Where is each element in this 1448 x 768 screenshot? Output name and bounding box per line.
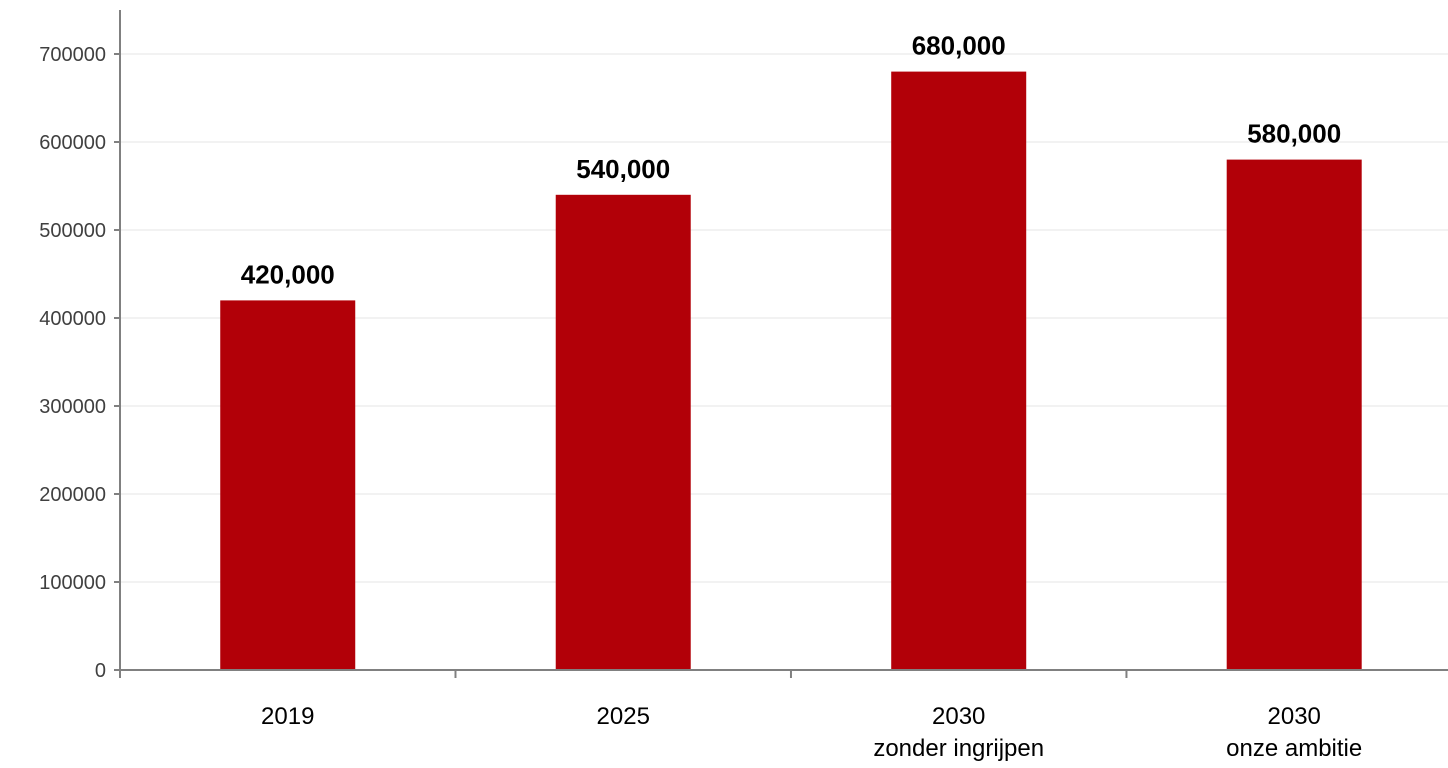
x-category-label: 2030 (932, 703, 985, 730)
y-tick-label: 200000 (39, 484, 106, 506)
data-label: 420,000 (241, 259, 335, 289)
y-tick-label: 100000 (39, 572, 106, 594)
x-category-label: 2025 (597, 703, 650, 730)
x-category-label: zonder ingrijpen (873, 735, 1044, 762)
x-category-label: 2019 (261, 703, 314, 730)
label-layer: 0 100000 200000 300000 400000 500000 600000 700… (39, 31, 1362, 762)
data-label: 580,000 (1247, 119, 1341, 149)
y-tick-label: 600000 (39, 132, 106, 154)
bar (220, 300, 356, 670)
y-tick-label: 500000 (39, 220, 106, 242)
y-tick-label: 300000 (39, 396, 106, 418)
x-category-label: onze ambitie (1226, 735, 1362, 762)
bar (1226, 159, 1362, 670)
bar (555, 194, 691, 671)
bar-layer (220, 71, 1362, 671)
axis-layer (114, 10, 1448, 678)
y-tick-label: 700000 (39, 44, 106, 66)
data-label: 680,000 (912, 31, 1006, 61)
data-label: 540,000 (576, 154, 670, 184)
y-tick-label: 400000 (39, 308, 106, 330)
y-tick-label: 0 (95, 660, 106, 682)
bar (891, 71, 1027, 671)
x-category-label: 2030 (1268, 703, 1321, 730)
